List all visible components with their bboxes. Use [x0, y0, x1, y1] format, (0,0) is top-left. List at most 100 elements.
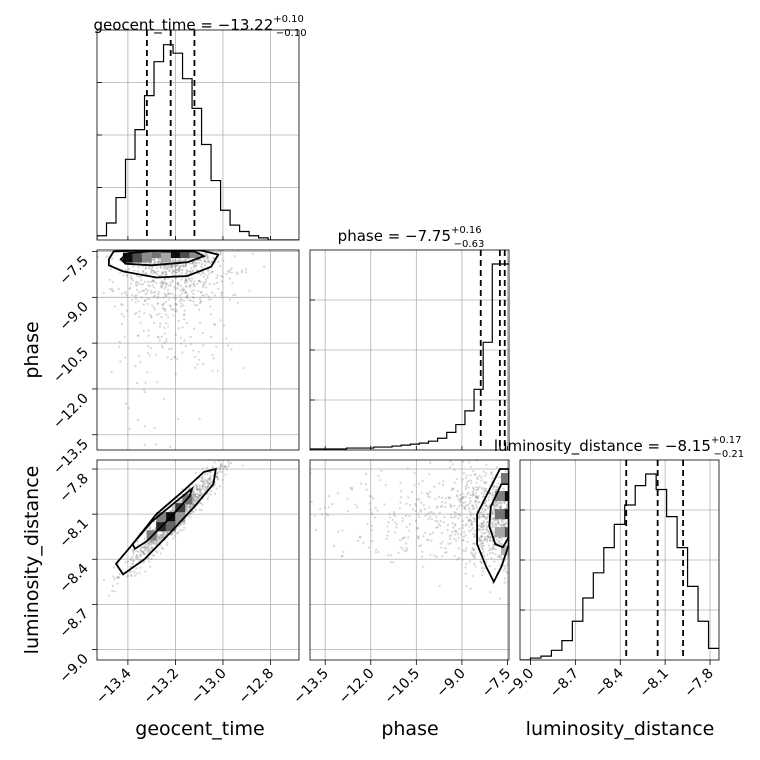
- scatter-point: [442, 480, 445, 483]
- scatter-point: [441, 496, 444, 499]
- scatter-point: [332, 544, 336, 547]
- scatter-point: [138, 310, 141, 313]
- scatter-point: [196, 488, 199, 491]
- scatter-point: [179, 523, 182, 526]
- scatter-point: [215, 476, 218, 479]
- scatter-point: [384, 483, 387, 487]
- scatter-point: [471, 490, 474, 494]
- scatter-point: [159, 544, 162, 547]
- scatter-point: [463, 507, 466, 510]
- scatter-point: [419, 509, 422, 512]
- scatter-point: [491, 498, 494, 501]
- scatter-point: [473, 548, 476, 551]
- scatter-point: [206, 480, 209, 483]
- density-cell: [165, 521, 176, 532]
- scatter-point: [236, 301, 239, 304]
- scatter-point: [459, 501, 462, 504]
- scatter-point: [368, 494, 372, 498]
- scatter-point: [504, 522, 507, 526]
- scatter-point: [341, 554, 344, 558]
- scatter-point: [423, 507, 426, 511]
- scatter-point: [180, 299, 183, 302]
- scatter-point: [479, 512, 482, 515]
- scatter-point: [142, 561, 146, 564]
- scatter-point: [486, 520, 489, 523]
- scatter-point: [498, 597, 502, 600]
- scatter-point: [208, 482, 211, 485]
- scatter-point: [160, 533, 163, 536]
- scatter-point: [500, 524, 503, 528]
- density-cell: [160, 252, 171, 263]
- scatter-point: [481, 548, 484, 551]
- scatter-point: [438, 495, 441, 499]
- scatter-point: [453, 555, 456, 558]
- scatter-point: [462, 496, 465, 499]
- scatter-point: [185, 322, 189, 325]
- scatter-point: [138, 558, 141, 561]
- scatter-point: [379, 479, 382, 482]
- scatter-point: [180, 302, 183, 305]
- scatter-point: [240, 452, 242, 454]
- scatter-point: [125, 273, 128, 277]
- scatter-point: [438, 482, 441, 485]
- scatter-point: [456, 558, 459, 561]
- scatter-point: [308, 513, 310, 515]
- scatter-point: [413, 457, 415, 459]
- scatter-point: [163, 277, 166, 280]
- scatter-point: [472, 435, 474, 437]
- scatter-point: [211, 291, 214, 294]
- scatter-point: [472, 548, 475, 551]
- scatter-point: [204, 280, 207, 284]
- scatter-point: [159, 534, 162, 538]
- scatter-point: [135, 293, 138, 297]
- scatter-point: [133, 574, 137, 577]
- scatter-point: [215, 276, 218, 280]
- scatter-point: [462, 535, 466, 538]
- scatter-point: [137, 543, 140, 546]
- scatter-point: [310, 500, 313, 503]
- scatter-point: [149, 541, 152, 544]
- scatter-point: [419, 501, 423, 504]
- scatter-point: [112, 290, 115, 293]
- scatter-point: [478, 524, 481, 527]
- title-luminosity-distance-plus: +0.17: [711, 435, 742, 446]
- scatter-point: [387, 530, 390, 533]
- scatter-point: [198, 297, 202, 301]
- density-cell: [122, 252, 133, 263]
- scatter-point: [185, 295, 188, 298]
- scatter-point: [144, 267, 147, 270]
- scatter-point: [172, 509, 175, 512]
- scatter-point: [478, 516, 482, 519]
- scatter-point: [472, 507, 476, 510]
- scatter-point: [174, 308, 178, 311]
- scatter-point: [215, 475, 218, 478]
- x-tick-label-luminosity-distance: −8.7: [547, 666, 582, 701]
- scatter-point: [475, 496, 479, 499]
- scatter-point: [199, 259, 203, 262]
- scatter-point: [146, 289, 149, 292]
- scatter-point: [493, 505, 496, 508]
- scatter-point: [134, 295, 137, 298]
- scatter-point: [131, 279, 134, 282]
- scatter-point: [170, 272, 174, 275]
- scatter-point: [162, 307, 165, 310]
- scatter-point: [146, 302, 149, 306]
- scatter-point: [175, 264, 179, 268]
- scatter-point: [478, 474, 481, 477]
- scatter-point: [124, 561, 127, 564]
- scatter-point: [417, 537, 420, 540]
- scatter-point: [499, 542, 502, 545]
- scatter-point: [427, 495, 430, 498]
- scatter-point: [141, 546, 145, 549]
- scatter-point: [152, 291, 155, 294]
- scatter-point: [477, 454, 479, 456]
- scatter-point: [197, 487, 201, 490]
- scatter-point: [502, 523, 505, 527]
- scatter-point: [494, 553, 497, 556]
- scatter-point: [377, 474, 380, 478]
- scatter-point: [186, 297, 189, 300]
- scatter-point: [336, 492, 340, 495]
- scatter-point: [147, 345, 150, 348]
- scatter-point: [444, 505, 447, 509]
- scatter-point: [436, 505, 439, 508]
